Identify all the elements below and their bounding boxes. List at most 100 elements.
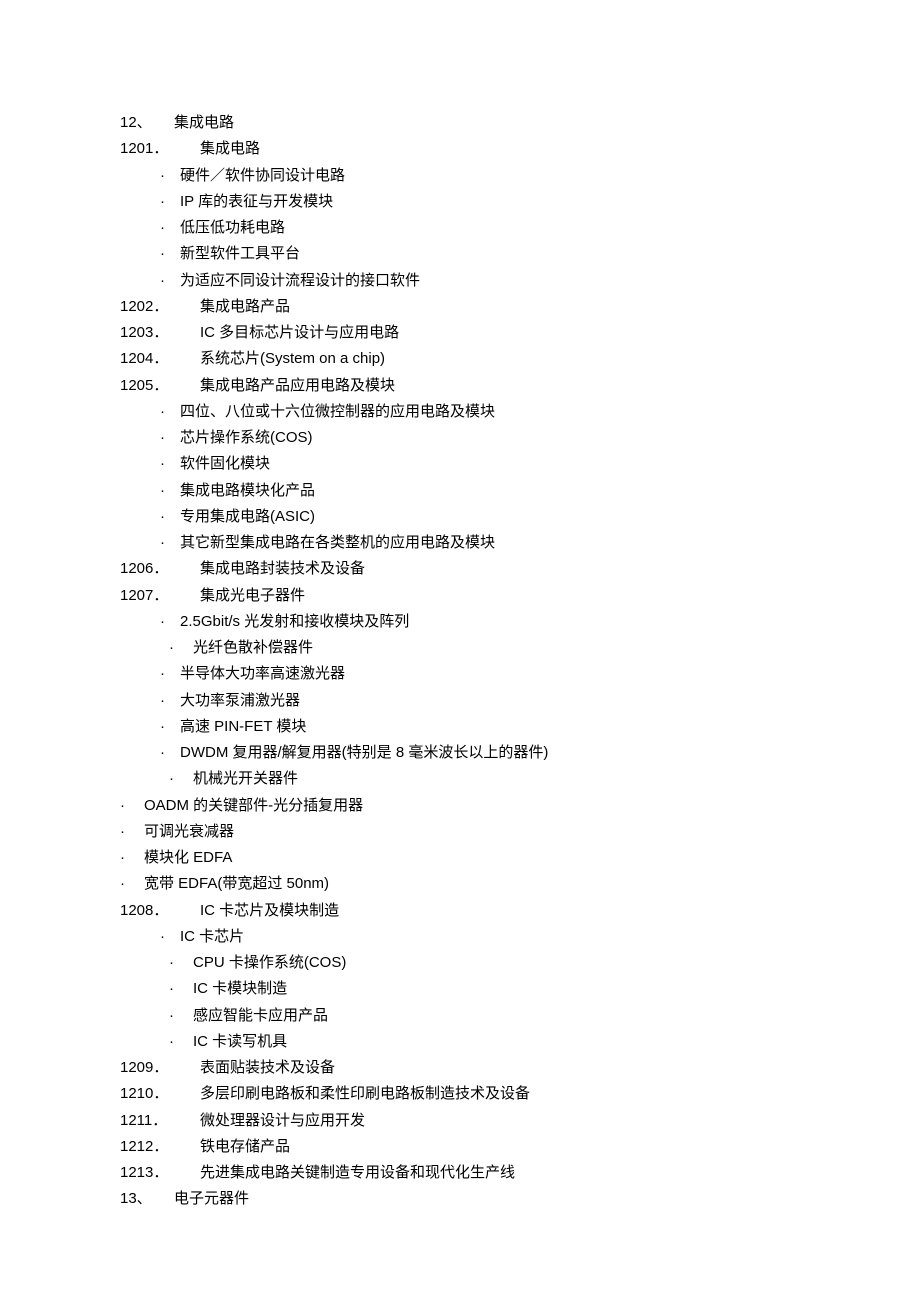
sub-item: ·IC 卡读写机具 — [120, 1029, 800, 1055]
sub-text: 集成电路模块化产品 — [180, 478, 315, 504]
sub-item: ·感应智能卡应用产品 — [120, 1003, 800, 1029]
sub-item: ·专用集成电路(ASIC) — [120, 504, 800, 530]
sub-text: DWDM 复用器/解复用器(特别是 8 毫米波长以上的器件) — [180, 740, 548, 766]
item-title: 集成光电子器件 — [200, 583, 305, 609]
bullet-icon: · — [160, 241, 180, 267]
item-1208: 1208． IC 卡芯片及模块制造 — [120, 898, 800, 924]
sub-item: ·IC 卡芯片 — [120, 924, 800, 950]
bullet-icon: · — [169, 635, 193, 661]
bullet-icon: · — [160, 215, 180, 241]
bullet-icon: · — [160, 530, 180, 556]
item-number: 1206． — [120, 556, 200, 582]
item-number: 1213． — [120, 1160, 200, 1186]
bullet-icon: · — [120, 845, 144, 871]
item-number: 1208． — [120, 898, 200, 924]
bullet-icon: · — [160, 189, 180, 215]
sub-item: ·大功率泵浦激光器 — [120, 688, 800, 714]
section-number: 12、 — [120, 110, 174, 136]
sub-text: 机械光开关器件 — [193, 766, 298, 792]
sub-text: IC 卡读写机具 — [193, 1029, 287, 1055]
sub-text: OADM 的关键部件-光分插复用器 — [144, 793, 363, 819]
sub-item: ·可调光衰减器 — [120, 819, 800, 845]
sub-text: 专用集成电路(ASIC) — [180, 504, 315, 530]
sub-text: 硬件／软件协同设计电路 — [180, 163, 345, 189]
item-1210: 1210． 多层印刷电路板和柔性印刷电路板制造技术及设备 — [120, 1081, 800, 1107]
bullet-icon: · — [160, 688, 180, 714]
bullet-icon: · — [160, 609, 180, 635]
item-title: 表面贴装技术及设备 — [200, 1055, 335, 1081]
bullet-icon: · — [160, 163, 180, 189]
bullet-icon: · — [160, 714, 180, 740]
sub-item: ·光纤色散补偿器件 — [120, 635, 800, 661]
sub-text: 软件固化模块 — [180, 451, 270, 477]
item-title: 多层印刷电路板和柔性印刷电路板制造技术及设备 — [200, 1081, 530, 1107]
item-title: 集成电路 — [200, 136, 260, 162]
sub-text: 芯片操作系统(COS) — [180, 425, 313, 451]
sub-text: 新型软件工具平台 — [180, 241, 300, 267]
bullet-icon: · — [169, 1029, 193, 1055]
sub-text: CPU 卡操作系统(COS) — [193, 950, 346, 976]
item-1205: 1205． 集成电路产品应用电路及模块 — [120, 373, 800, 399]
sub-item: ·为适应不同设计流程设计的接口软件 — [120, 268, 800, 294]
sub-text: 其它新型集成电路在各类整机的应用电路及模块 — [180, 530, 495, 556]
sub-item: ·高速 PIN-FET 模块 — [120, 714, 800, 740]
sub-text: 四位、八位或十六位微控制器的应用电路及模块 — [180, 399, 495, 425]
sub-item: ·模块化 EDFA — [120, 845, 800, 871]
item-number: 1207． — [120, 583, 200, 609]
sub-item: ·四位、八位或十六位微控制器的应用电路及模块 — [120, 399, 800, 425]
bullet-icon: · — [160, 478, 180, 504]
item-title: 系统芯片(System on a chip) — [200, 346, 385, 372]
bullet-icon: · — [160, 268, 180, 294]
sub-text: 光纤色散补偿器件 — [193, 635, 313, 661]
sub-item: ·IP 库的表征与开发模块 — [120, 189, 800, 215]
item-number: 1212． — [120, 1134, 200, 1160]
sub-item: ·2.5Gbit/s 光发射和接收模块及阵列 — [120, 609, 800, 635]
item-1212: 1212． 铁电存储产品 — [120, 1134, 800, 1160]
sub-text: 2.5Gbit/s 光发射和接收模块及阵列 — [180, 609, 409, 635]
item-1211: 1211． 微处理器设计与应用开发 — [120, 1108, 800, 1134]
item-number: 1204． — [120, 346, 200, 372]
item-1207: 1207． 集成光电子器件 — [120, 583, 800, 609]
item-title: 先进集成电路关键制造专用设备和现代化生产线 — [200, 1160, 515, 1186]
sub-item: ·机械光开关器件 — [120, 766, 800, 792]
item-1204: 1204． 系统芯片(System on a chip) — [120, 346, 800, 372]
sub-item: ·低压低功耗电路 — [120, 215, 800, 241]
item-1209: 1209． 表面贴装技术及设备 — [120, 1055, 800, 1081]
sub-text: 感应智能卡应用产品 — [193, 1003, 328, 1029]
sub-text: 低压低功耗电路 — [180, 215, 285, 241]
section-number: 13、 — [120, 1186, 174, 1212]
item-1203: 1203． IC 多目标芯片设计与应用电路 — [120, 320, 800, 346]
bullet-icon: · — [160, 924, 180, 950]
item-title: IC 卡芯片及模块制造 — [200, 898, 339, 924]
bullet-icon: · — [120, 871, 144, 897]
bullet-icon: · — [160, 740, 180, 766]
item-number: 1211． — [120, 1108, 200, 1134]
sub-item: ·宽带 EDFA(带宽超过 50nm) — [120, 871, 800, 897]
bullet-icon: · — [160, 451, 180, 477]
sub-text: 大功率泵浦激光器 — [180, 688, 300, 714]
item-number: 1203． — [120, 320, 200, 346]
sub-text: 可调光衰减器 — [144, 819, 234, 845]
section-13-header: 13、 电子元器件 — [120, 1186, 800, 1212]
sub-text: 宽带 EDFA(带宽超过 50nm) — [144, 871, 329, 897]
item-title: 铁电存储产品 — [200, 1134, 290, 1160]
bullet-icon: · — [169, 976, 193, 1002]
sub-item: ·OADM 的关键部件-光分插复用器 — [120, 793, 800, 819]
sub-text: IC 卡模块制造 — [193, 976, 287, 1002]
bullet-icon: · — [160, 425, 180, 451]
sub-item: ·DWDM 复用器/解复用器(特别是 8 毫米波长以上的器件) — [120, 740, 800, 766]
bullet-icon: · — [169, 1003, 193, 1029]
sub-text: IP 库的表征与开发模块 — [180, 189, 333, 215]
sub-text: IC 卡芯片 — [180, 924, 244, 950]
item-title: 集成电路产品应用电路及模块 — [200, 373, 395, 399]
item-1213: 1213． 先进集成电路关键制造专用设备和现代化生产线 — [120, 1160, 800, 1186]
item-title: IC 多目标芯片设计与应用电路 — [200, 320, 399, 346]
sub-item: ·CPU 卡操作系统(COS) — [120, 950, 800, 976]
sub-item: ·其它新型集成电路在各类整机的应用电路及模块 — [120, 530, 800, 556]
bullet-icon: · — [169, 766, 193, 792]
sub-item: ·集成电路模块化产品 — [120, 478, 800, 504]
bullet-icon: · — [160, 399, 180, 425]
item-title: 集成电路封装技术及设备 — [200, 556, 365, 582]
bullet-icon: · — [169, 950, 193, 976]
sub-text: 高速 PIN-FET 模块 — [180, 714, 306, 740]
